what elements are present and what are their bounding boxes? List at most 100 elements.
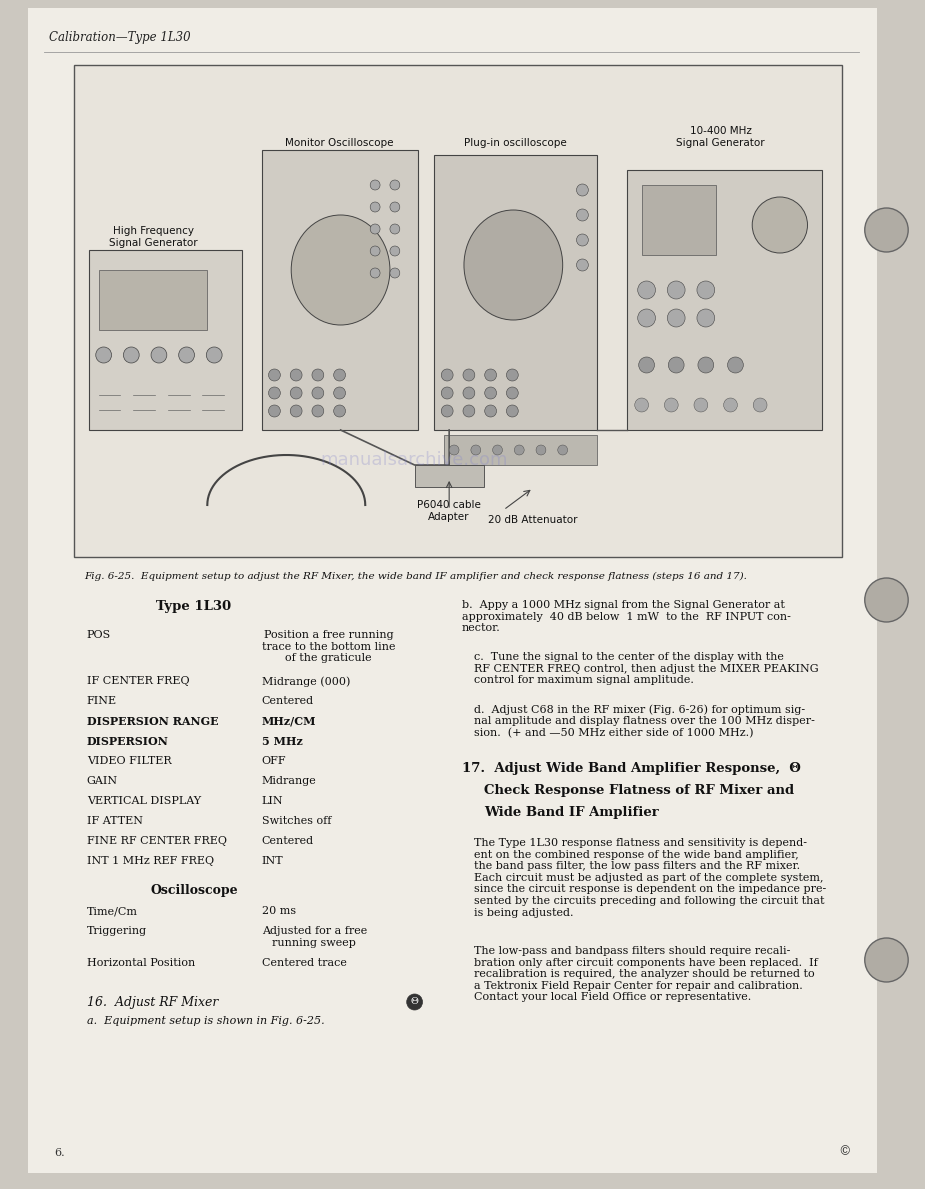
Text: IF ATTEN: IF ATTEN — [87, 816, 142, 826]
Circle shape — [664, 398, 678, 413]
Circle shape — [576, 234, 588, 246]
Text: Oscilloscope: Oscilloscope — [150, 883, 238, 897]
Circle shape — [450, 445, 459, 455]
Bar — [642, 185, 716, 254]
Text: Monitor Oscilloscope: Monitor Oscilloscope — [285, 138, 394, 147]
Text: INT 1 MHz REF FREQ: INT 1 MHz REF FREQ — [87, 856, 214, 866]
Text: 6.: 6. — [55, 1149, 65, 1158]
Text: Type 1L30: Type 1L30 — [156, 600, 231, 614]
Text: Position a free running
trace to the bottom line
of the graticule: Position a free running trace to the bot… — [262, 630, 395, 663]
Circle shape — [151, 347, 166, 363]
Circle shape — [506, 405, 518, 417]
Ellipse shape — [291, 215, 390, 325]
Circle shape — [753, 398, 767, 413]
Text: Time/Cm: Time/Cm — [87, 906, 138, 916]
Circle shape — [390, 224, 400, 234]
Circle shape — [123, 347, 139, 363]
Circle shape — [667, 281, 685, 298]
Text: Calibration—Type 1L30: Calibration—Type 1L30 — [49, 31, 191, 44]
Circle shape — [370, 224, 380, 234]
Bar — [444, 435, 598, 465]
Circle shape — [370, 268, 380, 278]
Text: LIN: LIN — [262, 795, 283, 806]
Bar — [627, 170, 822, 430]
Text: c.  Tune the signal to the center of the display with the
RF CENTER FREQ control: c. Tune the signal to the center of the … — [474, 652, 819, 685]
Text: manualsarchive.com: manualsarchive.com — [321, 451, 509, 468]
Circle shape — [407, 994, 423, 1009]
Circle shape — [576, 184, 588, 196]
Text: Switches off: Switches off — [262, 816, 331, 826]
Circle shape — [441, 386, 453, 400]
Text: Midrange (000): Midrange (000) — [262, 677, 350, 686]
Circle shape — [290, 405, 302, 417]
Text: MHz/CM: MHz/CM — [262, 716, 316, 726]
Text: Check Response Flatness of RF Mixer and: Check Response Flatness of RF Mixer and — [484, 784, 794, 797]
Text: DISPERSION: DISPERSION — [87, 736, 168, 747]
Bar — [414, 465, 484, 487]
Circle shape — [471, 445, 481, 455]
Text: Centered trace: Centered trace — [262, 958, 347, 968]
Bar — [99, 270, 207, 331]
Text: GAIN: GAIN — [87, 776, 118, 786]
Text: b.  Appy a 1000 MHz signal from the Signal Generator at
approximately  40 dB bel: b. Appy a 1000 MHz signal from the Signa… — [462, 600, 791, 634]
Text: FINE RF CENTER FREQ: FINE RF CENTER FREQ — [87, 836, 227, 847]
Text: 17.  Adjust Wide Band Amplifier Response,  Θ: 17. Adjust Wide Band Amplifier Response,… — [462, 762, 801, 775]
Circle shape — [334, 369, 346, 380]
Circle shape — [96, 347, 112, 363]
Circle shape — [441, 405, 453, 417]
Circle shape — [697, 309, 715, 327]
Circle shape — [370, 246, 380, 256]
Circle shape — [752, 197, 808, 253]
Text: IF CENTER FREQ: IF CENTER FREQ — [87, 677, 190, 686]
Circle shape — [493, 445, 502, 455]
Circle shape — [723, 398, 737, 413]
Circle shape — [370, 180, 380, 190]
Circle shape — [506, 369, 518, 380]
Bar — [435, 155, 598, 430]
Circle shape — [637, 309, 656, 327]
Circle shape — [268, 369, 280, 380]
Text: a.  Equipment setup is shown in Fig. 6-25.: a. Equipment setup is shown in Fig. 6-25… — [87, 1015, 325, 1026]
Text: Plug-in oscilloscope: Plug-in oscilloscope — [464, 138, 567, 147]
Text: ©: © — [838, 1145, 850, 1158]
Text: Θ: Θ — [411, 998, 418, 1007]
Circle shape — [206, 347, 222, 363]
Text: Triggering: Triggering — [87, 926, 147, 936]
Circle shape — [463, 405, 475, 417]
Text: VERTICAL DISPLAY: VERTICAL DISPLAY — [87, 795, 201, 806]
Text: Midrange: Midrange — [262, 776, 316, 786]
Text: d.  Adjust C68 in the RF mixer (Fig. 6-26) for optimum sig-
nal amplitude and di: d. Adjust C68 in the RF mixer (Fig. 6-26… — [474, 704, 815, 738]
Circle shape — [506, 386, 518, 400]
Circle shape — [312, 405, 324, 417]
Text: Centered: Centered — [262, 836, 314, 847]
Circle shape — [698, 357, 714, 373]
Circle shape — [576, 259, 588, 271]
Circle shape — [441, 369, 453, 380]
Bar — [89, 250, 241, 430]
Circle shape — [390, 202, 400, 212]
Circle shape — [268, 405, 280, 417]
Circle shape — [728, 357, 744, 373]
Text: Wide Band IF Amplifier: Wide Band IF Amplifier — [484, 806, 659, 819]
Circle shape — [485, 405, 497, 417]
Circle shape — [268, 386, 280, 400]
Bar — [74, 65, 842, 556]
Circle shape — [390, 268, 400, 278]
Circle shape — [290, 369, 302, 380]
Circle shape — [312, 386, 324, 400]
Circle shape — [668, 357, 684, 373]
Text: Horizontal Position: Horizontal Position — [87, 958, 195, 968]
Text: VIDEO FILTER: VIDEO FILTER — [87, 756, 171, 766]
Text: OFF: OFF — [262, 756, 286, 766]
Circle shape — [463, 369, 475, 380]
Circle shape — [865, 578, 908, 622]
Text: The Type 1L30 response flatness and sensitivity is depend-
ent on the combined r: The Type 1L30 response flatness and sens… — [474, 838, 826, 918]
Text: Adjusted for a free
running sweep: Adjusted for a free running sweep — [262, 926, 367, 948]
Circle shape — [637, 281, 656, 298]
Circle shape — [638, 357, 655, 373]
Text: Centered: Centered — [262, 696, 314, 706]
Ellipse shape — [464, 210, 562, 320]
Text: 10-400 MHz
Signal Generator: 10-400 MHz Signal Generator — [676, 126, 765, 147]
Text: 20 dB Attenuator: 20 dB Attenuator — [488, 515, 578, 526]
Text: Fig. 6-25.  Equipment setup to adjust the RF Mixer, the wide band IF amplifier a: Fig. 6-25. Equipment setup to adjust the… — [84, 572, 746, 581]
